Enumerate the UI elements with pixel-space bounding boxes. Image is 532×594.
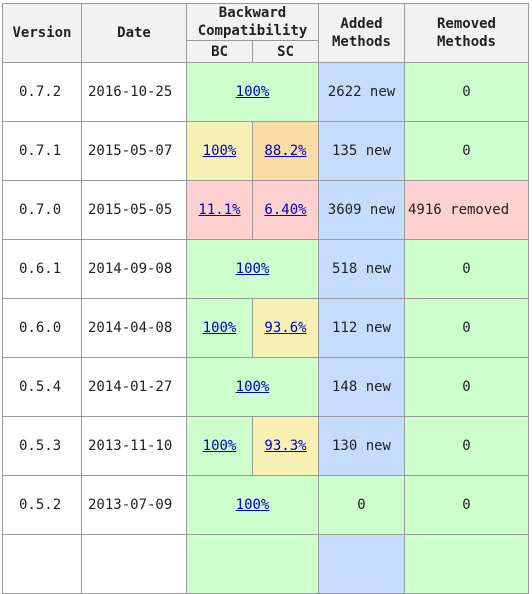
compat-cell: 100% [186,239,319,299]
version-cell: 0.6.0 [2,298,82,358]
added-cell: 148 new [318,357,405,417]
compatibility-report-table: Version Date Backward Compatibility Adde… [2,3,529,594]
sc-cell: 6.40% [252,180,319,240]
bc-report-link[interactable]: 11.1% [198,202,241,218]
sc-header: SC [252,40,319,63]
compat-cell: 100% [186,357,319,417]
date-cell: 2014-04-08 [81,298,187,358]
removed-cell: 0 [404,62,529,122]
date-cell: 2014-01-27 [81,357,187,417]
added-cell: 3609 new [318,180,405,240]
bc-cell: 100% [186,298,253,358]
table-row: 0.6.1 2014-09-08 100% 518 new 0 [2,239,529,299]
added-methods-header: Added Methods [318,3,405,63]
bc-report-link[interactable]: 100% [202,320,237,336]
removed-cell: 0 [404,475,529,535]
version-cell: 0.6.1 [2,239,82,299]
version-cell [2,534,82,594]
added-cell: 0 [318,475,405,535]
date-cell [81,534,187,594]
bc-report-link[interactable]: 100% [235,379,270,395]
bc-cell: 100% [186,416,253,476]
bc-header: BC [186,40,253,63]
bc-report-link[interactable]: 100% [202,143,237,159]
sc-report-link[interactable]: 88.2% [264,143,307,159]
date-cell: 2015-05-07 [81,121,187,181]
version-cell: 0.7.0 [2,180,82,240]
bc-cell: 100% [186,121,253,181]
removed-cell: 0 [404,121,529,181]
sc-cell: 93.3% [252,416,319,476]
removed-cell: 0 [404,239,529,299]
date-cell: 2014-09-08 [81,239,187,299]
removed-cell: 0 [404,416,529,476]
backward-compatibility-header: Backward Compatibility [186,3,319,41]
version-cell: 0.5.2 [2,475,82,535]
added-cell: 112 new [318,298,405,358]
date-header: Date [81,3,187,63]
date-cell: 2016-10-25 [81,62,187,122]
added-cell: 130 new [318,416,405,476]
bc-cell: 11.1% [186,180,253,240]
removed-cell: 0 [404,357,529,417]
table-row: 0.5.4 2014-01-27 100% 148 new 0 [2,357,529,417]
added-cell: 135 new [318,121,405,181]
version-header: Version [2,3,82,63]
sc-cell: 88.2% [252,121,319,181]
version-cell: 0.5.4 [2,357,82,417]
version-cell: 0.7.1 [2,121,82,181]
bc-report-link[interactable]: 100% [202,438,237,454]
date-cell: 2015-05-05 [81,180,187,240]
compat-cell [186,534,319,594]
table-row: 0.6.0 2014-04-08 100% 93.6% 112 new 0 [2,298,529,358]
removed-cell: 4916 removed [404,180,529,240]
compat-cell: 100% [186,475,319,535]
removed-cell [404,534,529,594]
table-row: 0.7.2 2016-10-25 100% 2622 new 0 [2,62,529,122]
table-row-partial [2,534,529,594]
removed-cell: 0 [404,298,529,358]
bc-report-link[interactable]: 100% [235,261,270,277]
sc-cell: 93.6% [252,298,319,358]
table-row: 0.7.0 2015-05-05 11.1% 6.40% 3609 new 49… [2,180,529,240]
compat-cell: 100% [186,62,319,122]
table-row: 0.5.3 2013-11-10 100% 93.3% 130 new 0 [2,416,529,476]
date-cell: 2013-07-09 [81,475,187,535]
removed-methods-header: Removed Methods [404,3,529,63]
bc-report-link[interactable]: 100% [235,497,270,513]
version-cell: 0.7.2 [2,62,82,122]
table-row: 0.7.1 2015-05-07 100% 88.2% 135 new 0 [2,121,529,181]
added-cell: 2622 new [318,62,405,122]
bc-report-link[interactable]: 100% [235,84,270,100]
sc-report-link[interactable]: 6.40% [264,202,307,218]
sc-report-link[interactable]: 93.3% [264,438,307,454]
table-row: 0.5.2 2013-07-09 100% 0 0 [2,475,529,535]
date-cell: 2013-11-10 [81,416,187,476]
added-cell: 518 new [318,239,405,299]
added-cell [318,534,405,594]
sc-report-link[interactable]: 93.6% [264,320,307,336]
version-cell: 0.5.3 [2,416,82,476]
